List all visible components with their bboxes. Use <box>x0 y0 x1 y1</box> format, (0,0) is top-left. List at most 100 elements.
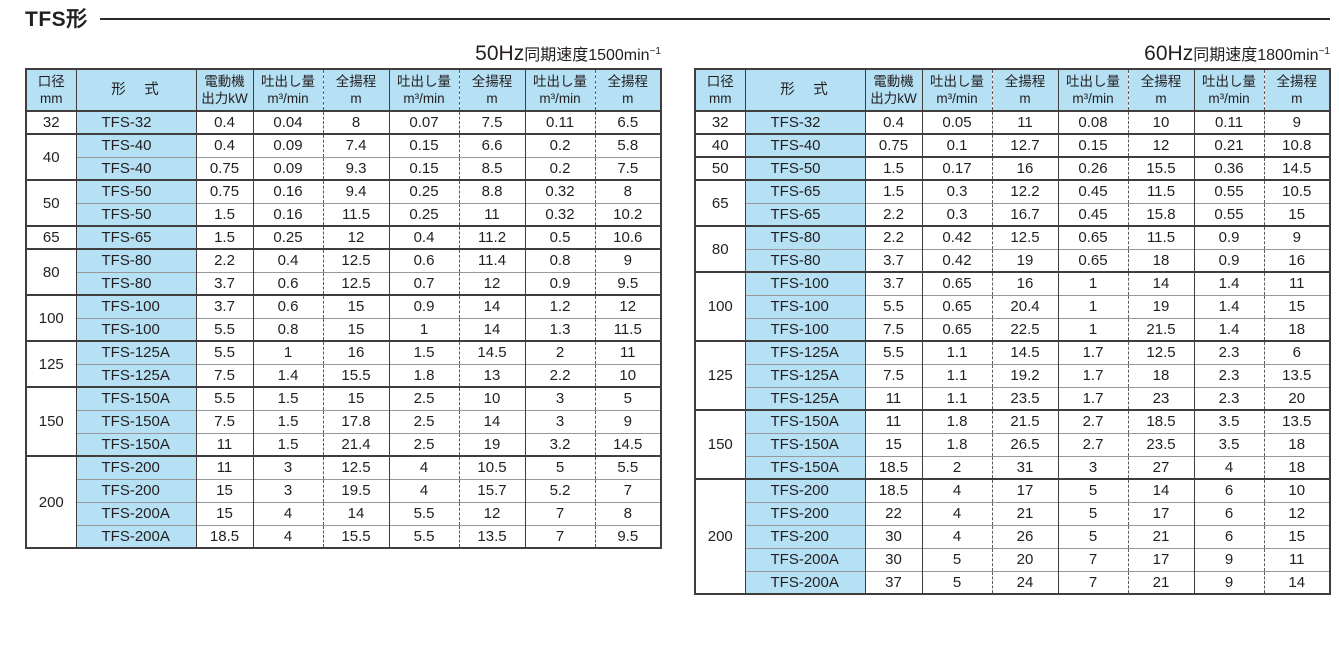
discharge-cell: 6 <box>1193 524 1264 548</box>
bore-cell: 65 <box>26 225 76 249</box>
sync-speed-exponent: −1 <box>1318 46 1330 57</box>
page-title: TFS形 <box>25 8 88 31</box>
table-row: 32 TFS-32 0.4 0.05 11 0.08 10 0.11 9 <box>695 110 1330 134</box>
discharge-cell: 0.65 <box>921 317 992 341</box>
motor-output-cell: 0.75 <box>195 156 253 180</box>
model-cell: TFS-150A <box>744 432 865 456</box>
head-cell: 15 <box>322 386 389 410</box>
catalog-page: TFS形 50Hz同期速度1500min−1 口径 mm 形 式 <box>25 8 1331 595</box>
discharge-cell: 0.4 <box>388 225 459 249</box>
header-row: 口径 mm 形 式 電動機 出力kW 吐出し量 m³/min 全揚程 m 吐出し量 m³/… <box>26 69 661 111</box>
head-cell: 22.5 <box>991 317 1058 341</box>
discharge-cell: 0.15 <box>388 133 459 157</box>
model-cell: TFS-150A <box>744 409 865 433</box>
table-row: 125 TFS-125A 5.5 1.1 14.5 1.7 12.5 2.3 6 <box>695 340 1330 410</box>
head-cell: 18 <box>1263 317 1330 341</box>
discharge-cell: 0.4 <box>252 248 323 272</box>
head-cell: 14 <box>458 294 525 318</box>
head-cell: 11.2 <box>458 225 525 249</box>
head-cell: 11 <box>458 202 525 226</box>
motor-output-cell: 0.4 <box>195 110 253 134</box>
model-cell: TFS-200 <box>75 455 196 479</box>
discharge-cell: 1 <box>252 340 323 364</box>
head-cell: 11 <box>991 110 1058 134</box>
discharge-cell: 5.5 <box>388 524 459 548</box>
table-row: 50 TFS-50 1.5 0.17 16 0.26 15.5 0.36 14.5 <box>695 156 1330 180</box>
col-header-head: 全揚程 m <box>1263 69 1330 111</box>
table-row: TFS-100 5.5 0.8 15 1 14 1.3 11.5 <box>26 317 661 341</box>
discharge-cell: 3 <box>1057 455 1128 479</box>
head-cell: 12.5 <box>322 455 389 479</box>
discharge-cell: 2.5 <box>388 432 459 456</box>
model-cell: TFS-200 <box>744 478 865 502</box>
table-section-60hz: 60Hz同期速度1800min−1 口径 mm 形 式 電動機 出力kW 吐出し量 m… <box>694 38 1331 595</box>
head-cell: 14.5 <box>458 340 525 364</box>
head-cell: 8 <box>322 110 389 134</box>
sync-speed-exponent: −1 <box>649 46 661 57</box>
table-row: 125 TFS-125A 5.5 1 16 1.5 14.5 2 11 <box>26 340 661 387</box>
discharge-cell: 0.65 <box>921 294 992 318</box>
head-cell: 15.5 <box>322 363 389 387</box>
discharge-cell: 5 <box>524 455 595 479</box>
motor-output-cell: 3.7 <box>864 271 922 295</box>
head-cell: 11 <box>1263 271 1330 295</box>
discharge-cell: 0.32 <box>524 179 595 203</box>
table-row: TFS-50 1.5 0.16 11.5 0.25 11 0.32 10.2 <box>26 202 661 226</box>
model-cell: TFS-50 <box>75 202 196 226</box>
head-cell: 16.7 <box>991 202 1058 226</box>
head-cell: 14.5 <box>594 432 661 456</box>
head-cell: 14.5 <box>1263 156 1330 180</box>
discharge-cell: 9 <box>1193 547 1264 571</box>
table-row: TFS-150A 7.5 1.5 17.8 2.5 14 3 9 <box>26 409 661 433</box>
head-cell: 19 <box>991 248 1058 272</box>
head-cell: 15.5 <box>1127 156 1194 180</box>
head-cell: 18.5 <box>1127 409 1194 433</box>
col-header-head: 全揚程 m <box>1127 69 1194 111</box>
discharge-cell: 6 <box>1193 478 1264 502</box>
discharge-cell: 5 <box>921 570 992 594</box>
table-row: 200 TFS-200 18.5 4 17 5 14 6 10 <box>695 478 1330 594</box>
bore-cell: 125 <box>695 340 745 410</box>
discharge-cell: 0.16 <box>252 179 323 203</box>
discharge-cell: 0.45 <box>1057 202 1128 226</box>
discharge-cell: 0.1 <box>921 133 992 157</box>
model-cell: TFS-125A <box>744 386 865 410</box>
head-cell: 17 <box>1127 547 1194 571</box>
head-cell: 18 <box>1127 363 1194 387</box>
discharge-cell: 4 <box>1193 455 1264 479</box>
head-cell: 16 <box>1263 248 1330 272</box>
model-cell: TFS-200A <box>744 570 865 594</box>
motor-output-cell: 0.4 <box>864 110 922 134</box>
motor-output-cell: 2.2 <box>195 248 253 272</box>
model-cell: TFS-80 <box>75 271 196 295</box>
bore-cell: 150 <box>695 409 745 479</box>
model-cell: TFS-32 <box>75 110 196 134</box>
table-row: TFS-100 5.5 0.65 20.4 1 19 1.4 15 <box>695 294 1330 318</box>
table-row: 100 TFS-100 3.7 0.65 16 1 14 1.4 11 <box>695 271 1330 341</box>
discharge-cell: 0.21 <box>1193 133 1264 157</box>
discharge-cell: 2.3 <box>1193 363 1264 387</box>
discharge-cell: 3.2 <box>524 432 595 456</box>
table-row: 150 TFS-150A 11 1.8 21.5 2.7 18.5 3.5 13.5 <box>695 409 1330 479</box>
discharge-cell: 2.5 <box>388 409 459 433</box>
col-header-discharge: 吐出し量 m³/min <box>1057 69 1128 111</box>
table-row: 40 TFS-40 0.75 0.1 12.7 0.15 12 0.21 10.8 <box>695 133 1330 157</box>
model-cell: TFS-80 <box>744 225 865 249</box>
head-cell: 12 <box>1127 133 1194 157</box>
head-cell: 20 <box>1263 386 1330 410</box>
model-cell: TFS-100 <box>744 271 865 295</box>
head-cell: 14 <box>322 501 389 525</box>
table-row: TFS-100 7.5 0.65 22.5 1 21.5 1.4 18 <box>695 317 1330 341</box>
col-header-bore: 口径 mm <box>695 69 745 111</box>
discharge-cell: 2 <box>921 455 992 479</box>
head-cell: 9 <box>594 248 661 272</box>
discharge-cell: 1.3 <box>524 317 595 341</box>
table-row: TFS-65 2.2 0.3 16.7 0.45 15.8 0.55 15 <box>695 202 1330 226</box>
discharge-cell: 0.65 <box>1057 225 1128 249</box>
head-cell: 13.5 <box>1263 409 1330 433</box>
discharge-cell: 3 <box>524 386 595 410</box>
model-cell: TFS-200A <box>75 524 196 548</box>
head-cell: 12.5 <box>991 225 1058 249</box>
discharge-cell: 1.5 <box>252 386 323 410</box>
discharge-cell: 0.6 <box>252 271 323 295</box>
